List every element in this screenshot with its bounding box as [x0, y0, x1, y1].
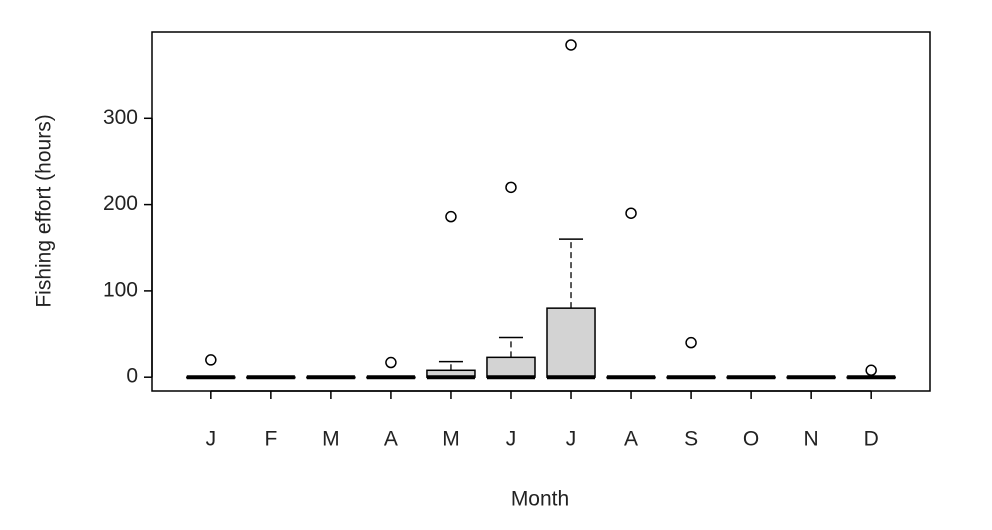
- x-tick-label: A: [624, 428, 638, 451]
- box: [486, 356, 536, 378]
- x-tick-label: A: [384, 428, 398, 451]
- x-tick-label: O: [743, 428, 759, 451]
- x-tick-label: D: [864, 428, 879, 451]
- outlier: [385, 356, 397, 369]
- x-tick-label: J: [206, 428, 217, 451]
- x-tick-label: F: [264, 428, 277, 451]
- outlier: [505, 181, 517, 194]
- x-tick-label: M: [322, 428, 340, 451]
- x-axis-label: Month: [511, 488, 569, 511]
- y-tick-label: 100: [103, 278, 138, 301]
- outlier: [625, 207, 637, 219]
- x-tick-label: J: [566, 428, 577, 451]
- outlier: [685, 336, 697, 349]
- outlier: [445, 210, 457, 223]
- x-tick-label: S: [684, 428, 698, 451]
- outlier: [565, 39, 577, 51]
- y-tick-label: 200: [103, 192, 138, 215]
- outlier: [865, 364, 877, 377]
- plot-frame: [151, 31, 931, 392]
- x-tick-label: M: [442, 428, 460, 451]
- y-tick-label: 0: [126, 365, 138, 388]
- x-tick-label: J: [506, 428, 517, 451]
- y-tick-label: 300: [103, 106, 138, 129]
- y-axis-label: Fishing effort (hours): [33, 114, 56, 307]
- outlier: [205, 354, 217, 366]
- box: [546, 307, 596, 378]
- x-tick-label: N: [804, 428, 819, 451]
